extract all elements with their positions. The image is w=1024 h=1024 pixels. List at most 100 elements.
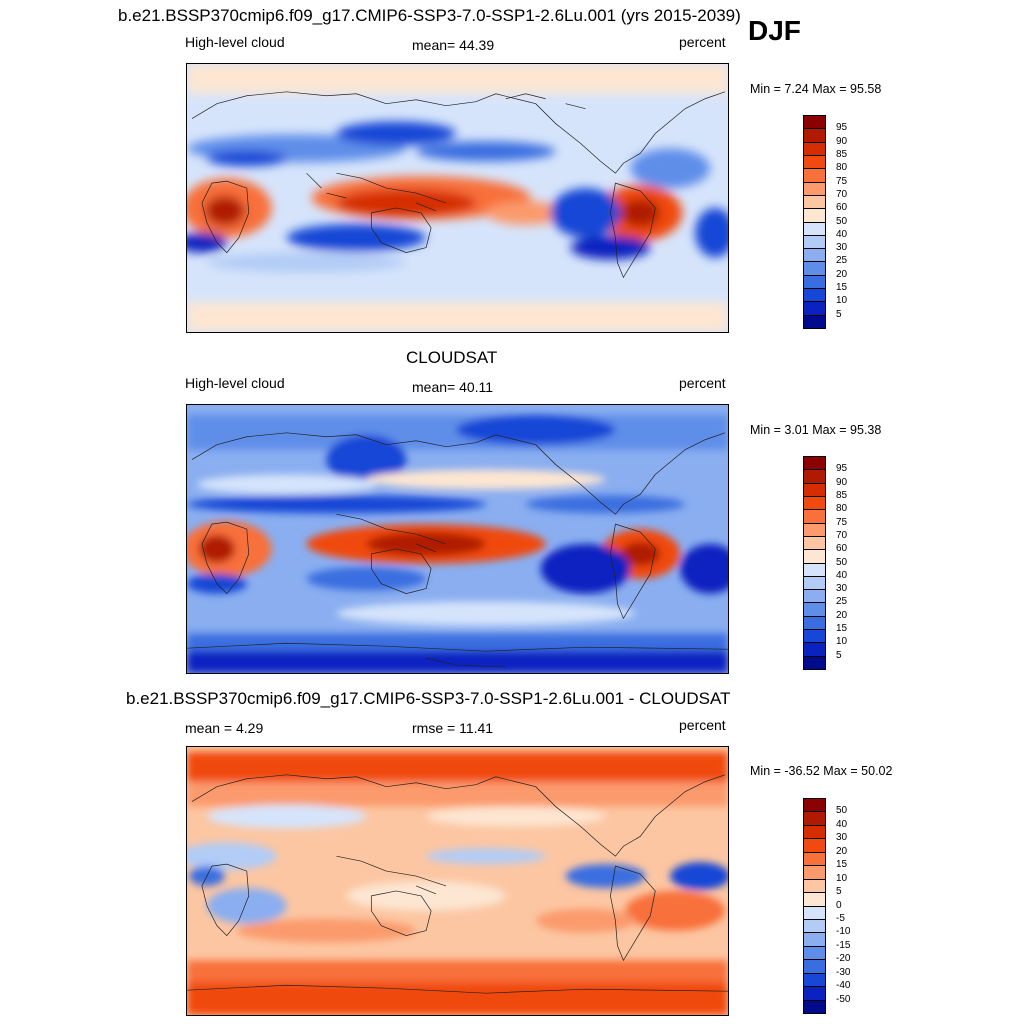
panel3-colorbar: 50 40 30 20 15 10 5 0 -5 -10 -15 -20 -30 -40 -50	[803, 798, 850, 1014]
panel1-colorbar-tick-label: 15	[836, 282, 848, 294]
panel3-colorbar-swatch	[803, 999, 826, 1014]
panel2-colorbar-swatch	[803, 642, 826, 657]
panel3-colorbar-tick-label: 20	[836, 845, 848, 857]
panel2-title: CLOUDSAT	[406, 348, 498, 367]
panel1-colorbar-swatch	[803, 234, 826, 249]
panel1-colorbar-swatch	[803, 115, 826, 129]
panel1-colorbar-swatch	[803, 248, 826, 262]
panel2-colorbar-swatch	[803, 602, 826, 617]
panel1-colorbar-tick-label: 5	[836, 308, 842, 320]
panel2-units-label: percent	[679, 375, 726, 391]
panel1-colorbar-tick-label: 75	[836, 175, 848, 187]
panel3-colorbar-tick-label: -5	[836, 912, 845, 924]
panel3-colorbar-swatch	[803, 798, 826, 812]
panel2-colorbar-tick-label: 90	[836, 476, 848, 488]
panel3-title: b.e21.BSSP370cmip6.f09_g17.CMIP6-SSP3-7.…	[126, 689, 731, 708]
panel1-colorbar-tick-label: 25	[836, 255, 848, 267]
panel3-colorbar-tick-label: -40	[836, 980, 851, 992]
panel1-colorbar-tick-label: 95	[836, 122, 848, 134]
panel2-colorbar-swatch	[803, 469, 826, 484]
panel3-colorbar-tick-label: -50	[836, 993, 851, 1005]
panel2-variable-label: High-level cloud	[185, 375, 285, 391]
panel2-colorbar-tick-label: 60	[836, 543, 848, 555]
panel3-colorbar-swatch	[803, 865, 826, 880]
panel3-colorbar-swatch	[803, 851, 826, 866]
panel3-colorbar-tick-label: 40	[836, 818, 848, 830]
panel3-colorbar-swatch	[803, 986, 826, 1001]
panel3-colorbar-tick-label: 10	[836, 872, 848, 884]
panel1-colorbar-swatch	[803, 261, 826, 276]
panel2-colorbar-tick-label: 70	[836, 529, 848, 541]
panel2-colorbar-tick-label: 80	[836, 503, 848, 515]
panel3-colorbar-tick-label: -15	[836, 939, 851, 951]
panel1-map-svg	[187, 64, 728, 332]
panel3-colorbar-swatch	[803, 838, 826, 853]
panel3-colorbar-tick-label: 0	[836, 899, 842, 911]
panel3-colorbar-tick-label: -30	[836, 966, 851, 978]
panel2-colorbar-swatch	[803, 589, 826, 603]
panel2-colorbar-swatch	[803, 522, 826, 537]
panel1-units-label: percent	[679, 34, 726, 50]
panel1-colorbar-tick-label: 85	[836, 148, 848, 160]
panel2-colorbar: 95 90 85 80 75 70 60 50 40 30 25 20 15 10 5	[803, 456, 847, 670]
panel2-colorbar-swatch	[803, 535, 826, 550]
panel2-colorbar-tick-label: 40	[836, 569, 848, 581]
panel3-colorbar-swatch	[803, 959, 826, 974]
panel2-colorbar-swatch	[803, 629, 826, 643]
panel2-colorbar-swatch	[803, 509, 826, 524]
panel1-colorbar-tick-label: 80	[836, 162, 848, 174]
panel2-colorbar-tick-label: 10	[836, 636, 848, 648]
panel1-colorbar-swatch	[803, 288, 826, 302]
panel1-colorbar-tick-label: 90	[836, 135, 848, 147]
panel3-colorbar-swatch	[803, 905, 826, 920]
panel1-colorbar: 95 90 85 80 75 70 60 50 40 30 25 20 15 10 5	[803, 115, 847, 329]
panel3-rmse-label: rmse = 11.41	[412, 720, 494, 736]
panel1-colorbar-swatch	[803, 168, 826, 183]
panel3-colorbar-tick-label: 15	[836, 859, 848, 871]
panel1-colorbar-swatch	[803, 141, 826, 156]
panel3-colorbar-tick-label: -10	[836, 926, 851, 938]
panel2-colorbar-tick-label: 50	[836, 556, 848, 568]
panel2-map-svg	[187, 405, 728, 673]
panel1-colorbar-tick-label: 20	[836, 268, 848, 280]
panel3-colorbar-swatch	[803, 945, 826, 960]
panel3-colorbar-swatch	[803, 811, 826, 826]
panel2-colorbar-tick-label: 20	[836, 609, 848, 621]
panel2-colorbar-swatch	[803, 549, 826, 563]
panel1-colorbar-swatch	[803, 128, 826, 143]
panel1-colorbar-swatch	[803, 208, 826, 222]
panel1-map	[186, 63, 729, 333]
panel1-colorbar-tick-label: 30	[836, 242, 848, 254]
panel2-colorbar-swatch	[803, 575, 826, 590]
panel3-colorbar-tick-label: 5	[836, 886, 842, 898]
panel1-variable-label: High-level cloud	[185, 34, 285, 50]
panel3-colorbar-tick-label: 50	[836, 805, 848, 817]
panel1-mean-label: mean= 44.39	[412, 37, 495, 53]
panel1-title: b.e21.BSSP370cmip6.f09_g17.CMIP6-SSP3-7.…	[118, 6, 741, 25]
panel2-colorbar-swatch	[803, 456, 826, 470]
panel1-colorbar-swatch	[803, 301, 826, 316]
panel3-colorbar-swatch	[803, 918, 826, 933]
panel1-colorbar-tick-label: 10	[836, 295, 848, 307]
panel1-colorbar-swatch	[803, 181, 826, 196]
panel1-colorbar-swatch	[803, 314, 826, 329]
panel2-colorbar-tick-label: 95	[836, 463, 848, 475]
panel1-colorbar-tick-label: 60	[836, 202, 848, 214]
panel3-colorbar-swatch	[803, 892, 826, 906]
panel2-minmax: Min = 3.01 Max = 95.38	[750, 423, 882, 437]
panel2-colorbar-tick-label: 25	[836, 596, 848, 608]
panel3-mean-label: mean = 4.29	[185, 720, 264, 736]
panel2-colorbar-tick-label: 75	[836, 516, 848, 528]
panel2-colorbar-tick-label: 30	[836, 583, 848, 595]
panel2-colorbar-swatch	[803, 482, 826, 497]
panel1-colorbar-tick-label: 50	[836, 215, 848, 227]
panel2-colorbar-swatch	[803, 562, 826, 577]
panel3-colorbar-tick-label: -20	[836, 953, 851, 965]
panel2-mean-label: mean= 40.11	[412, 379, 494, 395]
panel3-units-label: percent	[679, 717, 726, 733]
panel2-colorbar-tick-label: 85	[836, 489, 848, 501]
panel1-colorbar-swatch	[803, 194, 826, 209]
season-label: DJF	[748, 15, 801, 46]
panel3-colorbar-tick-label: 30	[836, 832, 848, 844]
panel2-colorbar-swatch	[803, 655, 826, 670]
